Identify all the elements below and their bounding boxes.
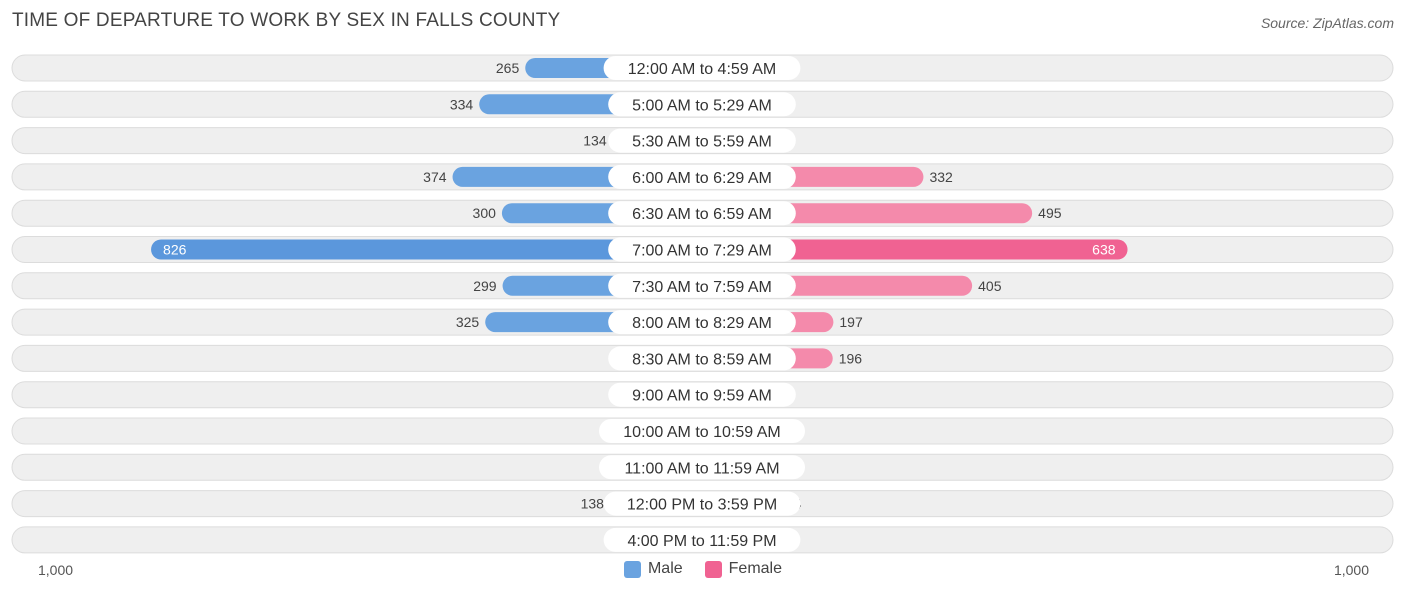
legend: Male Female bbox=[0, 560, 1406, 578]
category-label: 7:30 AM to 7:59 AM bbox=[632, 279, 772, 296]
category-label: 6:30 AM to 6:59 AM bbox=[632, 206, 772, 223]
category-label: 9:00 AM to 9:59 AM bbox=[632, 388, 772, 405]
legend-item-male[interactable]: Male bbox=[623, 560, 683, 578]
category-label: 4:00 PM to 11:59 PM bbox=[627, 533, 776, 550]
category-label: 8:00 AM to 8:29 AM bbox=[632, 315, 772, 332]
male-value-label: 299 bbox=[473, 278, 497, 294]
category-pill bbox=[599, 455, 805, 480]
category-pill bbox=[603, 56, 801, 80]
category-pill bbox=[608, 201, 796, 226]
category-pill bbox=[603, 491, 801, 516]
category-pill bbox=[608, 273, 796, 298]
female-swatch bbox=[704, 560, 722, 578]
male-bar bbox=[151, 239, 703, 260]
female-value-label: 196 bbox=[839, 350, 863, 366]
male-value-label: 325 bbox=[456, 314, 480, 330]
axis-left-label: 1,000 bbox=[38, 562, 74, 578]
male-value-label: 300 bbox=[473, 205, 497, 221]
category-label: 12:00 PM to 3:59 PM bbox=[627, 497, 777, 514]
category-pill bbox=[603, 527, 801, 552]
category-pill bbox=[608, 164, 796, 189]
female-bar bbox=[702, 239, 1128, 260]
category-label: 12:00 AM to 4:59 AM bbox=[628, 61, 777, 78]
category-pill bbox=[608, 310, 796, 335]
category-label: 5:30 AM to 5:59 AM bbox=[632, 134, 772, 151]
male-value-label: 134 bbox=[583, 133, 607, 149]
legend-female-label: Female bbox=[728, 560, 783, 577]
category-pill bbox=[599, 419, 805, 443]
category-label: 5:00 AM to 5:29 AM bbox=[632, 97, 772, 114]
male-value-label: 138 bbox=[581, 496, 605, 512]
male-swatch bbox=[623, 560, 641, 578]
category-pill bbox=[608, 128, 796, 153]
male-value-label: 374 bbox=[423, 169, 447, 185]
category-label: 6:00 AM to 6:29 AM bbox=[632, 170, 772, 187]
female-value-label: 332 bbox=[929, 169, 953, 185]
male-value-label: 826 bbox=[163, 242, 187, 258]
category-label: 10:00 AM to 10:59 AM bbox=[623, 424, 780, 441]
female-value-label: 495 bbox=[1038, 205, 1062, 221]
legend-male-label: Male bbox=[647, 560, 683, 577]
female-value-label: 638 bbox=[1092, 242, 1116, 258]
female-value-label: 405 bbox=[978, 278, 1002, 294]
category-label: 7:00 AM to 7:29 AM bbox=[632, 243, 772, 260]
female-value-label: 197 bbox=[839, 314, 863, 330]
category-pill bbox=[608, 237, 796, 262]
category-pill bbox=[608, 346, 796, 371]
legend-item-female[interactable]: Female bbox=[704, 560, 783, 578]
category-pill bbox=[608, 382, 796, 407]
chart-title: TIME OF DEPARTURE TO WORK BY SEX IN FALL… bbox=[12, 10, 561, 31]
source-note: Source: ZipAtlas.com bbox=[1260, 15, 1394, 31]
category-label: 11:00 AM to 11:59 AM bbox=[624, 460, 779, 477]
category-label: 8:30 AM to 8:59 AM bbox=[632, 351, 772, 368]
axis-right-label: 1,000 bbox=[1333, 562, 1369, 578]
category-pill bbox=[608, 92, 796, 117]
male-value-label: 334 bbox=[450, 96, 474, 112]
male-value-label: 265 bbox=[496, 60, 520, 76]
